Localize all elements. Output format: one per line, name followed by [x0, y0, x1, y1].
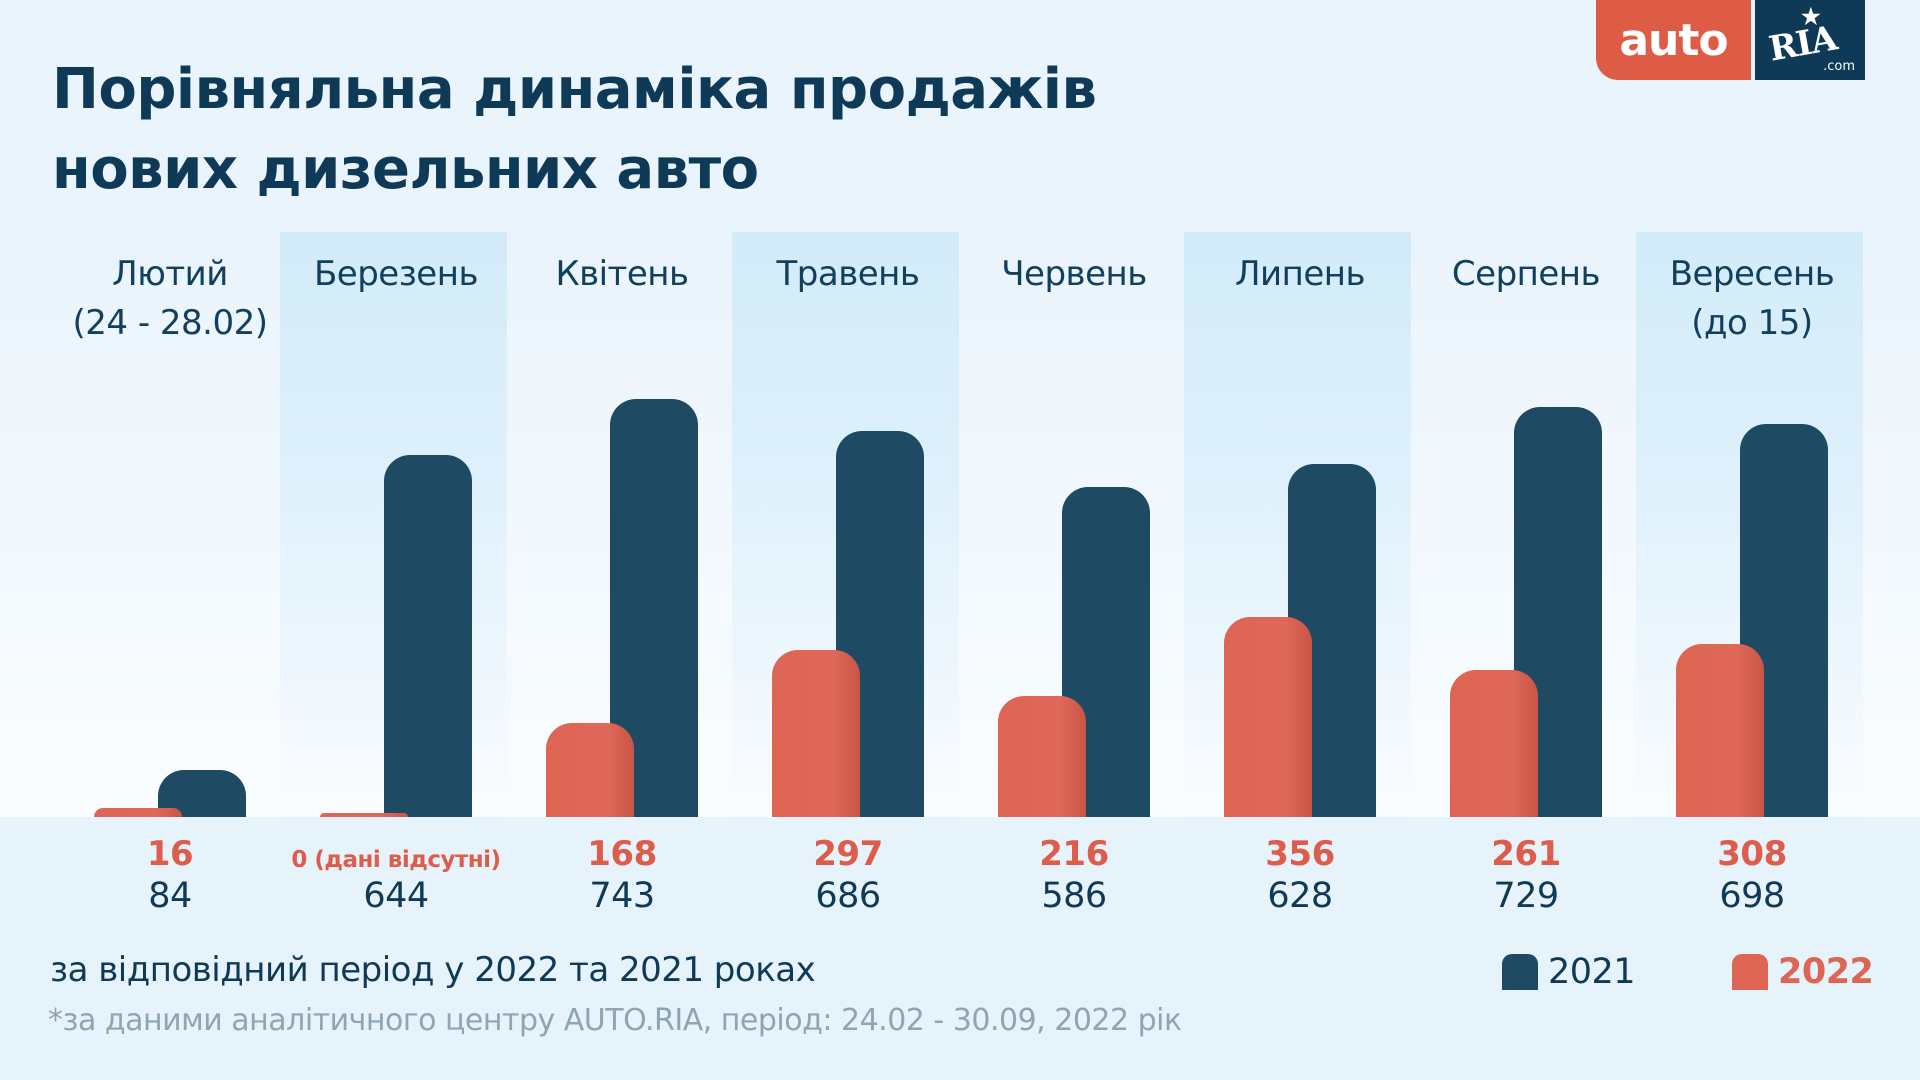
category-label: Квітень [509, 250, 735, 299]
value-label-2021: 84 [148, 876, 192, 916]
logo-auto-text: auto [1596, 0, 1751, 80]
legend-item-2021: 2021 [1502, 952, 1636, 992]
category-label: Серпень [1413, 250, 1639, 299]
category-label-period: (24 - 28.02) [72, 303, 268, 343]
value-label-2021: 628 [1267, 876, 1333, 916]
chart-subtitle: за відповідний період у 2022 та 2021 рок… [50, 950, 816, 990]
value-label-2022: 168 [587, 834, 657, 874]
logo-ria-block: ★ RIA .com [1755, 0, 1865, 80]
value-label-2021: 644 [363, 876, 429, 916]
value-label-2022: 261 [1491, 834, 1561, 874]
category-label-month: Вересень [1669, 254, 1835, 294]
legend-label-2022: 2022 [1778, 952, 1874, 992]
category-label: Липень [1187, 250, 1413, 299]
chart-title: Порівняльна динаміка продажів нових дизе… [52, 50, 1097, 210]
value-label-2022: 297 [813, 834, 883, 874]
bar-2022 [320, 813, 408, 817]
chart-title-line-2: нових дизельних авто [52, 137, 759, 202]
values-panel [0, 817, 1920, 1080]
star-icon: ★ [1801, 4, 1821, 30]
category-label: Березень [283, 250, 509, 299]
category-label-month: Червень [1001, 254, 1147, 294]
value-label-2022: 216 [1039, 834, 1109, 874]
value-label-2021: 729 [1493, 876, 1559, 916]
value-label-2022: 308 [1717, 834, 1787, 874]
logo-com-text: .com [1823, 59, 1855, 74]
category-label: Лютий (24 - 28.02) [57, 250, 283, 348]
legend-label-2021: 2021 [1548, 952, 1636, 992]
auto-ria-logo[interactable]: auto ★ RIA .com [1596, 0, 1865, 80]
value-label-2022: 0 (дані відсутні) [291, 847, 501, 873]
bar-2021 [384, 454, 472, 817]
category-label-month: Серпень [1451, 254, 1601, 294]
bar-2022 [1224, 616, 1312, 817]
bar-2022 [94, 808, 182, 817]
bar-2022 [998, 695, 1086, 817]
category-label-period: (до 15) [1691, 303, 1813, 343]
value-label-2021: 743 [589, 876, 655, 916]
legend-swatch-2022 [1732, 954, 1768, 990]
category-label: Вересень (до 15) [1639, 250, 1865, 348]
legend-item-2022: 2022 [1732, 952, 1874, 992]
category-label-month: Липень [1234, 254, 1366, 294]
bar-2022 [1676, 643, 1764, 817]
source-footnote: *за даними аналітичного центру AUTO.RIA,… [48, 1003, 1182, 1038]
value-label-2021: 698 [1719, 876, 1785, 916]
category-label: Червень [961, 250, 1187, 299]
category-label-month: Березень [313, 254, 479, 294]
value-label-2021: 686 [815, 876, 881, 916]
value-label-2022: 16 [146, 834, 194, 874]
category-label-month: Квітень [555, 254, 689, 294]
chart-title-line-1: Порівняльна динаміка продажів [52, 57, 1097, 122]
value-label-2022: 356 [1265, 834, 1335, 874]
bar-2022 [1450, 670, 1538, 817]
value-label-2021: 586 [1041, 876, 1107, 916]
legend-swatch-2021 [1502, 954, 1538, 990]
category-label-month: Лютий [112, 254, 228, 294]
category-label-month: Травень [776, 254, 920, 294]
bar-2022 [772, 649, 860, 817]
bar-2022 [546, 722, 634, 817]
category-label: Травень [735, 250, 961, 299]
